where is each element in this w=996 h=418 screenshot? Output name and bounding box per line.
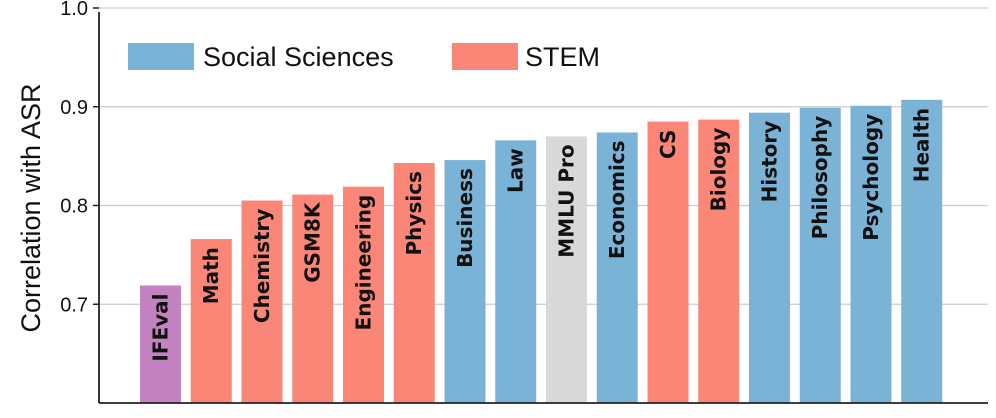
y-axis-ticks: 0.7 0.8 0.9 1.0 <box>60 0 99 316</box>
bar-psychology <box>850 105 892 403</box>
bar-chemistry <box>241 200 283 403</box>
bar-ifeval <box>140 285 181 403</box>
bar-label: Physics <box>402 171 426 255</box>
bar-label: GSM8K <box>301 201 325 283</box>
y-tick-label: 0.8 <box>60 196 88 218</box>
bar-label: History <box>758 121 782 203</box>
legend-label: Social Sciences <box>203 42 394 72</box>
bar-health <box>901 99 943 404</box>
bar-label: Chemistry <box>250 209 274 324</box>
y-tick-label: 0.9 <box>60 97 88 119</box>
bar-label: Health <box>910 108 934 182</box>
bar-cs <box>647 121 689 403</box>
bar-label: Psychology <box>859 114 883 241</box>
bar-philosophy <box>799 107 841 404</box>
bar-law <box>495 140 537 403</box>
y-tick-label: 1.0 <box>60 0 88 20</box>
bar-label: Philosophy <box>808 116 832 240</box>
bar-biology <box>698 119 740 404</box>
bar-economics <box>596 132 638 404</box>
bar-mmlu-pro <box>546 136 587 403</box>
bar-label: MMLU Pro <box>555 144 579 257</box>
legend-swatch <box>128 43 194 70</box>
legend-label: STEM <box>525 42 600 72</box>
bar-label: Biology <box>707 128 731 212</box>
bar-physics <box>393 163 435 403</box>
bar-gsm8k <box>292 194 334 403</box>
bar-engineering <box>343 186 384 403</box>
bar-label: IFEval <box>149 293 173 361</box>
y-axis-label: Correlation with ASR <box>16 83 46 332</box>
bar-label: Law <box>504 148 528 193</box>
bar-label: Business <box>453 168 477 268</box>
bar-math <box>190 239 232 403</box>
bar-business <box>444 160 486 403</box>
bar-label: Engineering <box>352 195 376 331</box>
bar-label: Math <box>199 247 223 304</box>
bar-history <box>749 112 790 404</box>
bar-label: Economics <box>605 140 629 259</box>
legend: Social Sciences STEM <box>128 42 600 72</box>
axes <box>98 12 988 404</box>
y-tick-label: 0.7 <box>60 294 88 316</box>
legend-swatch <box>452 43 518 70</box>
bars: IFEval Math Chemistry GSM8K Engineering Physi… <box>140 99 943 404</box>
bar-label: CS <box>656 130 680 159</box>
